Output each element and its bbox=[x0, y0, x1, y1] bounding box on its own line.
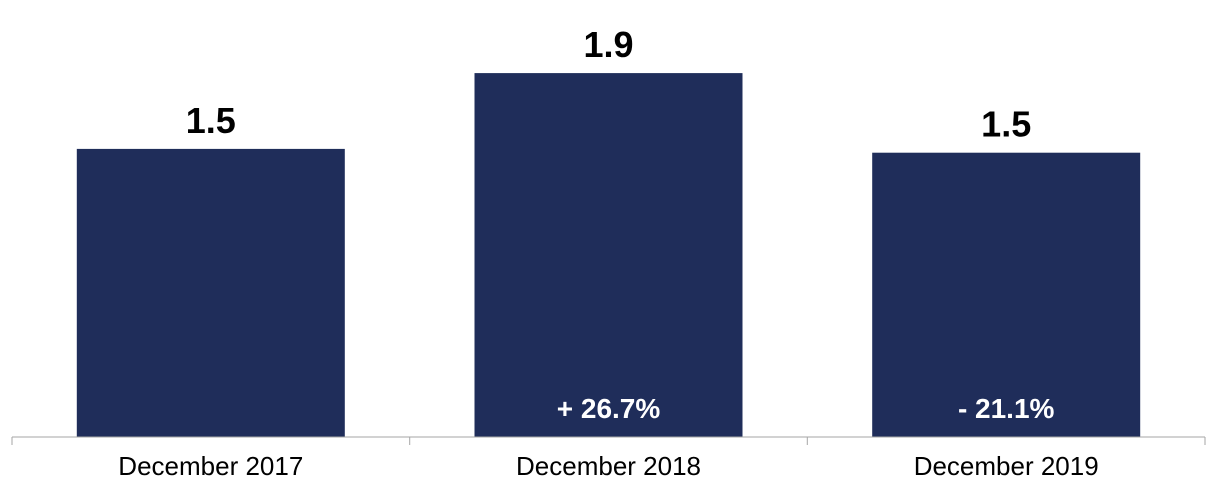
change-labels-group: + 26.7% - 21.1% bbox=[557, 393, 1055, 424]
value-labels-group: 1.5 1.9 1.5 bbox=[186, 24, 1031, 145]
bar-value-label-3: 1.5 bbox=[981, 104, 1031, 145]
bar-change-label-2: + 26.7% bbox=[557, 393, 661, 424]
bar-value-label-1: 1.5 bbox=[186, 100, 236, 141]
bar-change-label-3: - 21.1% bbox=[958, 393, 1055, 424]
x-tick-label-1: December 2017 bbox=[118, 451, 303, 481]
bar-1 bbox=[76, 148, 345, 437]
x-axis-tick-labels-group: December 2017 December 2018 December 2019 bbox=[118, 451, 1098, 481]
bars-group bbox=[76, 73, 1141, 437]
x-axis-ticks-group bbox=[11, 437, 1206, 445]
bar-2 bbox=[474, 73, 743, 437]
bar-3 bbox=[872, 152, 1141, 437]
bar-value-label-2: 1.9 bbox=[583, 24, 633, 65]
x-tick-label-2: December 2018 bbox=[516, 451, 701, 481]
x-tick-label-3: December 2019 bbox=[914, 451, 1099, 481]
